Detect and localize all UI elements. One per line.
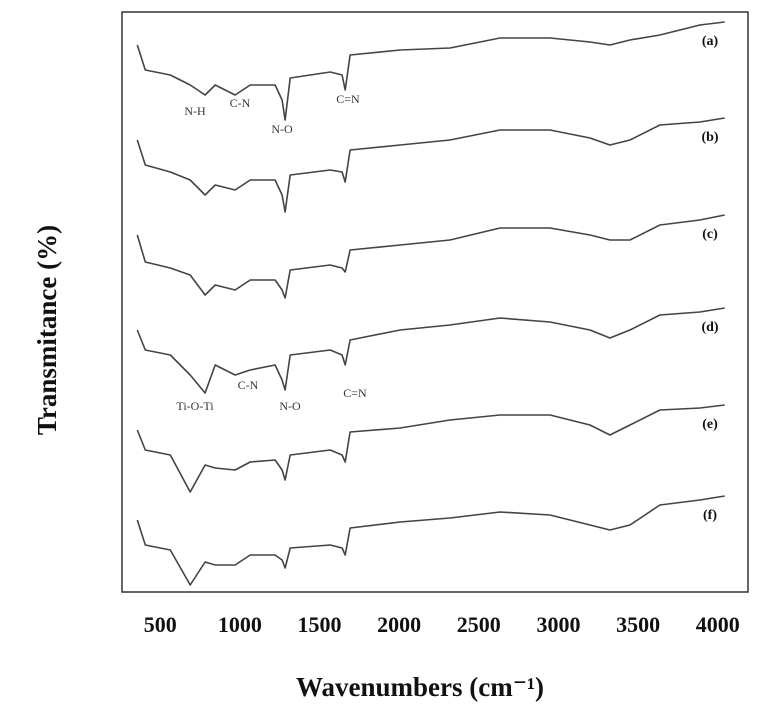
x-tick-label: 2500 <box>457 612 501 637</box>
spectrum-line <box>136 307 725 394</box>
series-label: (c) <box>702 227 718 242</box>
peak-label: C=N <box>343 386 367 400</box>
spectrum-line <box>136 404 725 493</box>
peak-label: C-N <box>238 378 259 392</box>
x-tick-label: 500 <box>144 612 177 637</box>
x-tick-label: 3000 <box>536 612 580 637</box>
x-axis-label: Wavenumbers (cm⁻¹) <box>296 672 544 702</box>
spectrum-line <box>136 495 725 586</box>
peak-label: N-H <box>184 104 206 118</box>
spectrum-line <box>136 214 725 299</box>
spectrum-line <box>136 117 725 213</box>
x-tick-label: 4000 <box>696 612 740 637</box>
peak-label: N-O <box>271 122 293 136</box>
x-tick-label: 1000 <box>218 612 262 637</box>
y-axis-label: Transmitance (%) <box>32 225 62 435</box>
series-label: (d) <box>701 320 718 335</box>
series-label: (a) <box>702 34 719 49</box>
series-label: (b) <box>701 130 718 145</box>
series-label: (e) <box>702 417 718 432</box>
x-tick-label: 1500 <box>298 612 342 637</box>
x-tick-label: 2000 <box>377 612 421 637</box>
plot-frame <box>121 11 749 593</box>
peak-label: C-N <box>230 96 251 110</box>
spectrum-line <box>136 21 725 121</box>
peak-label: C=N <box>336 92 360 106</box>
peak-label: Ti-O-Ti <box>176 399 214 413</box>
peak-label: N-O <box>279 399 301 413</box>
series-label: (f) <box>703 508 717 523</box>
x-tick-label: 3500 <box>616 612 660 637</box>
